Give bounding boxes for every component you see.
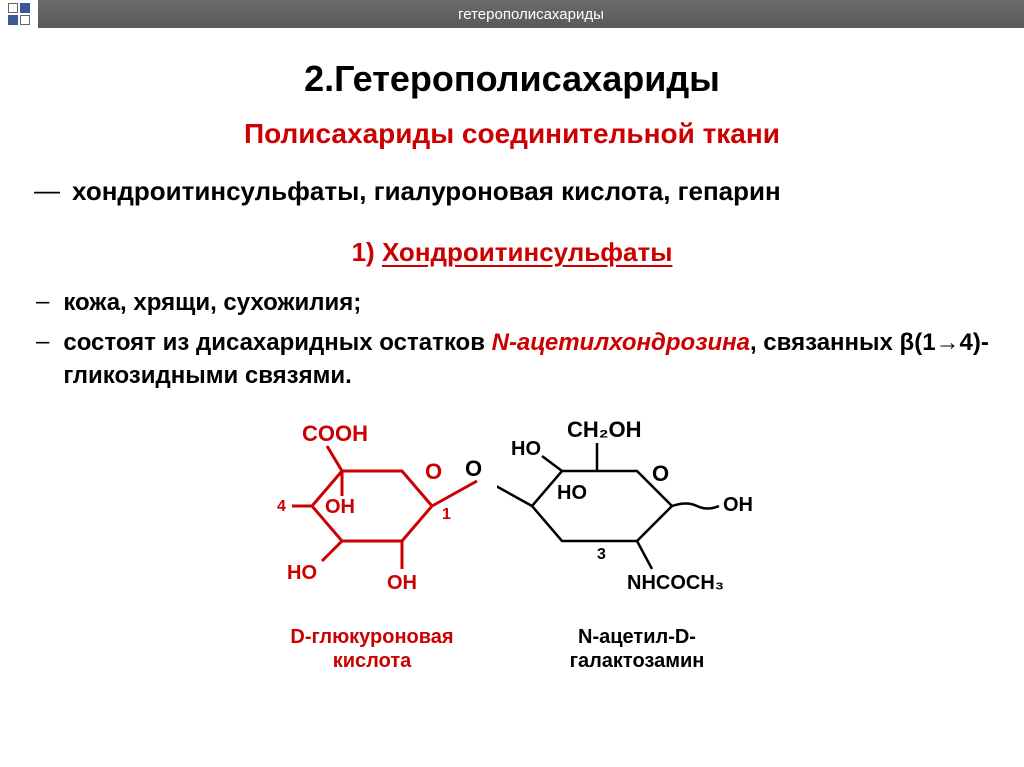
bullet-2-text: состоят из дисахаридных остатков N-ацети…	[63, 326, 994, 393]
ring-o-right-label: O	[652, 461, 669, 486]
galactosamine-structure: CH₂OH HO HO O OH 3 NHCOCH₃	[497, 411, 777, 621]
slide-content: 2.Гетерополисахариды Полисахариды соедин…	[0, 28, 1024, 683]
slide-header: гетерополисахариды	[0, 0, 1024, 28]
nhcoch3-label: NHCOCH₃	[627, 572, 724, 594]
ring-o-label: O	[425, 459, 442, 484]
ch2oh-label: CH₂OH	[567, 417, 642, 442]
bullet-2-pre: состоят из дисахаридных остатков	[63, 329, 491, 356]
section-1-title: 1) Хондроитинсульфаты	[30, 237, 994, 268]
main-title: 2.Гетерополисахариды	[30, 58, 994, 100]
intro-line-text: хондроитинсульфаты, гиалуроновая кислота…	[72, 174, 781, 209]
ho-lower-left-label: HO	[287, 562, 317, 584]
dash-icon: —	[34, 174, 60, 208]
bullet-dash-icon: –	[36, 286, 49, 318]
header-squares-icon	[0, 0, 38, 28]
bullet-dash-icon: –	[36, 326, 49, 358]
cooh-label: COOH	[302, 421, 368, 446]
intro-line-row: — хондроитинсульфаты, гиалуроновая кисло…	[30, 174, 994, 209]
bullet-2: – состоят из дисахаридных остатков N-аце…	[36, 326, 994, 393]
section-1-name: Хондроитинсульфаты	[382, 237, 672, 269]
chemical-structures: COOH O OH HO OH 1 4 O D-глюкуроновая кис…	[30, 411, 994, 673]
galactosamine-label: N-ацетил-D- галактозамин	[570, 625, 705, 673]
chem-left-col: COOH O OH HO OH 1 4 O D-глюкуроновая кис…	[247, 411, 497, 673]
glucuronic-label: D-глюкуроновая кислота	[290, 625, 453, 673]
chem-right-col: CH₂OH HO HO O OH 3 NHCOCH₃ N-ацетил-D- г…	[497, 411, 777, 673]
bullet-1-text: кожа, хрящи, сухожилия;	[63, 286, 361, 320]
section-1-num: 1)	[352, 237, 375, 267]
bullet-1: – кожа, хрящи, сухожилия;	[36, 286, 994, 320]
bridge-o-label: O	[465, 456, 482, 481]
pos3-label: 3	[597, 546, 606, 563]
ho-upper-label: HO	[511, 438, 541, 460]
header-title: гетерополисахариды	[38, 6, 1024, 23]
pos4-label: 4	[277, 498, 286, 515]
oh-right-label: OH	[723, 494, 753, 516]
oh-lower-right-label: OH	[387, 572, 417, 594]
ho-inner-label: HO	[557, 482, 587, 504]
bullets-list: – кожа, хрящи, сухожилия; – состоят из д…	[36, 286, 994, 393]
glucuronic-acid-structure: COOH O OH HO OH 1 4 O	[247, 411, 497, 621]
oh-upper-label: OH	[325, 496, 355, 518]
pos1-label: 1	[442, 506, 451, 523]
sub-title: Полисахариды соединительной ткани	[30, 118, 994, 150]
bullet-2-red: N-ацетилхондрозина	[492, 329, 750, 356]
